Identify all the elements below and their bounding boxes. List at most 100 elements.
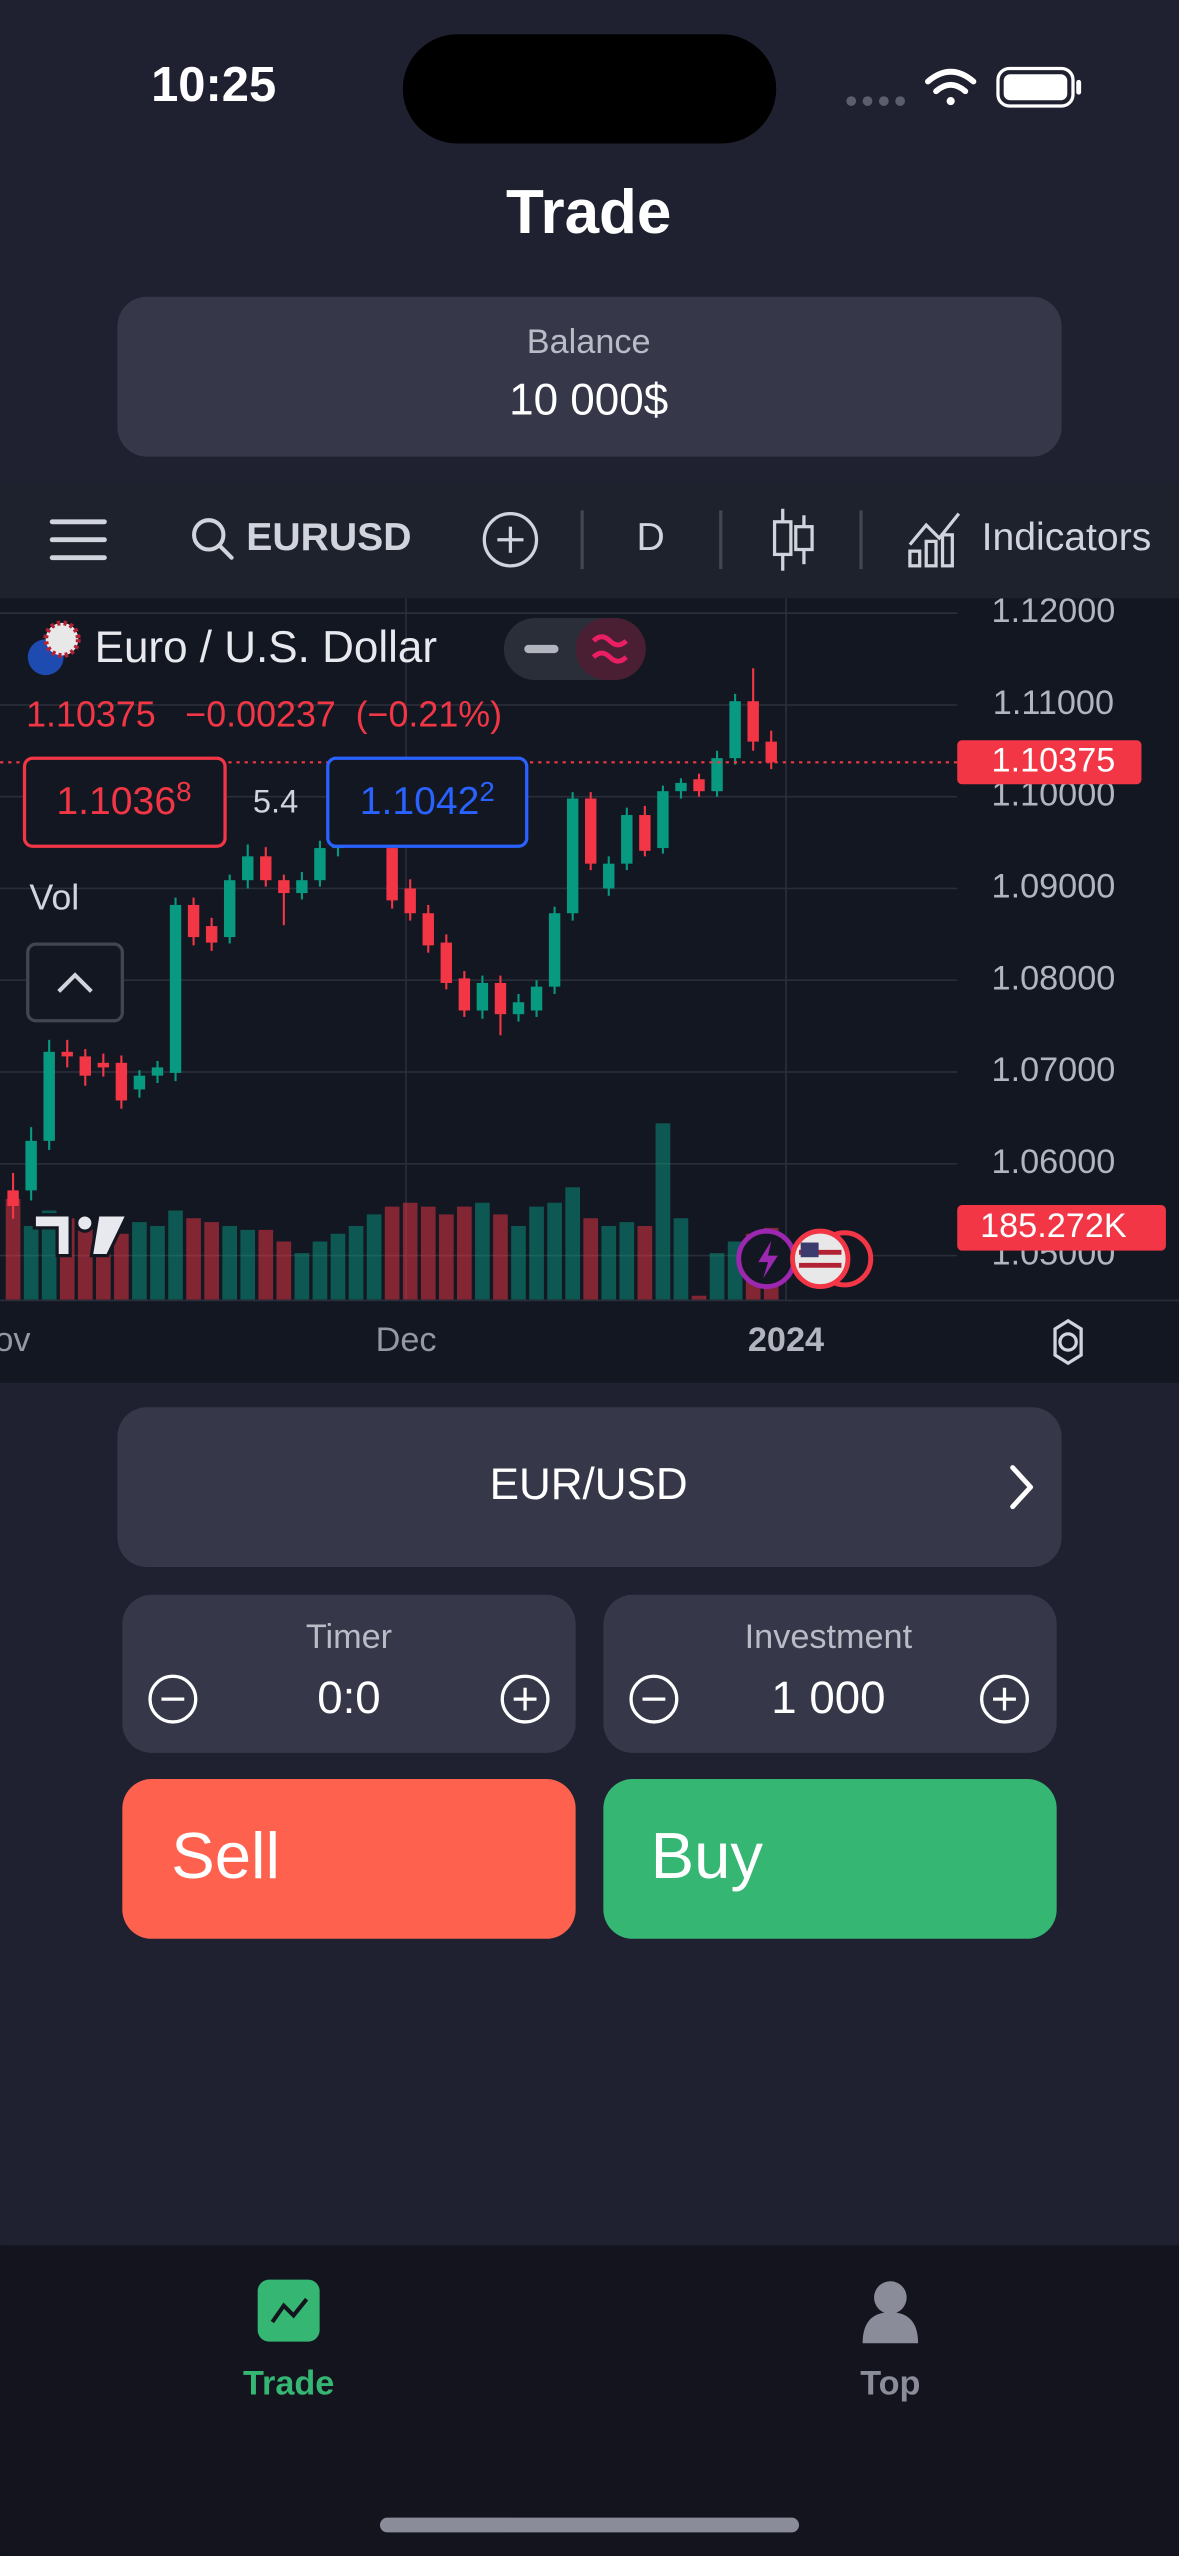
pair-selector[interactable] — [117, 1407, 1062, 1568]
buy-price-box[interactable]: 1.10422 — [326, 756, 529, 848]
candle-body — [25, 1140, 37, 1191]
last-price-tag — [957, 740, 1142, 785]
menu-button[interactable] — [49, 519, 107, 561]
volume-bar — [438, 1214, 454, 1300]
buy-label: Buy — [651, 1819, 764, 1892]
volume-bar — [312, 1241, 328, 1300]
volume-bar — [23, 1226, 39, 1300]
investment-increase[interactable] — [980, 1674, 1029, 1724]
candle-body — [169, 904, 182, 1073]
buy-price: 1.10422 — [360, 776, 495, 823]
candle-body — [711, 758, 723, 792]
candle-body — [675, 782, 687, 792]
candle-body — [278, 880, 290, 894]
buy-price-pip: 2 — [479, 776, 494, 807]
buy-button[interactable]: Buy — [603, 1779, 1057, 1939]
sell-price: 1.10368 — [56, 776, 191, 823]
candle-body — [512, 1002, 525, 1015]
status-time: 10:25 — [151, 58, 276, 112]
volume-bar — [77, 1226, 93, 1300]
tab-bar — [0, 2245, 1179, 2556]
top-tab-label: Top — [860, 2365, 920, 2403]
timer-decrease[interactable] — [148, 1674, 198, 1724]
volume-bar — [168, 1210, 183, 1300]
y-tick-label: 1.11000 — [993, 684, 1114, 722]
timer-increase[interactable] — [500, 1674, 550, 1724]
candle-body — [61, 1051, 73, 1057]
volume-bar — [258, 1229, 274, 1300]
candle-body — [621, 815, 633, 864]
page-title: Trade — [506, 178, 671, 247]
volume-bar — [511, 1226, 526, 1300]
candle-body — [242, 856, 254, 881]
candle-body — [223, 880, 236, 938]
series — [0, 668, 958, 1300]
y-tick-label: 1.12000 — [992, 592, 1116, 630]
candle-body — [404, 888, 416, 914]
candle-body — [7, 1190, 19, 1206]
indicators-button[interactable]: Indicators — [982, 516, 1152, 559]
y-tick-label: 1.07000 — [992, 1051, 1116, 1089]
volume-bar — [366, 1214, 382, 1300]
candle-body — [530, 986, 543, 1011]
volume-bar — [384, 1206, 400, 1300]
indicators-icon[interactable] — [908, 512, 961, 568]
search-icon[interactable] — [192, 518, 234, 560]
candle-body — [205, 926, 218, 943]
battery-icon — [996, 66, 1082, 108]
candle-body — [151, 1067, 164, 1076]
interval[interactable]: D — [637, 516, 665, 559]
volume-bar — [186, 1218, 201, 1300]
volume-bar — [330, 1233, 346, 1300]
volume-bar — [619, 1222, 635, 1300]
event-icons[interactable] — [736, 1228, 874, 1290]
timer-card — [122, 1594, 576, 1753]
x-tick-label: 2024 — [748, 1321, 824, 1359]
sell-price-box[interactable]: 1.10368 — [22, 756, 227, 848]
top-tab[interactable]: Top — [860, 2281, 920, 2403]
timer-value: 0:0 — [317, 1672, 380, 1723]
buy-price-main: 1.1042 — [360, 780, 480, 823]
chart-symbol-title: Euro / U.S. Dollar — [95, 623, 437, 672]
y-tick-label: 1.08000 — [992, 959, 1116, 997]
volume-bar — [132, 1222, 147, 1300]
collapse-button[interactable] — [26, 942, 124, 1023]
candle-body — [422, 913, 434, 946]
symbol[interactable]: EURUSD — [246, 516, 411, 559]
candle-body — [43, 1051, 55, 1141]
chart-settings-button[interactable] — [1053, 1318, 1083, 1366]
volume-bar — [294, 1253, 310, 1300]
trade-tab[interactable]: Trade — [243, 2279, 334, 2403]
chart-style-button[interactable] — [772, 508, 814, 571]
signal-dots — [846, 96, 906, 106]
x-tick-label: Dec — [376, 1321, 437, 1359]
add-symbol-button[interactable] — [482, 512, 539, 568]
candle-body — [440, 942, 453, 983]
volume-bar — [204, 1222, 219, 1300]
investment-decrease[interactable] — [629, 1674, 679, 1724]
volume-bar — [637, 1226, 653, 1300]
volume-bar — [547, 1202, 562, 1300]
quote-line: 1.10375 −0.00237 (−0.21%) — [26, 695, 502, 735]
candle-body — [548, 913, 561, 987]
candle-body — [747, 701, 759, 742]
sell-label: Sell — [171, 1819, 280, 1892]
candle-body — [133, 1075, 146, 1090]
chart-area — [0, 598, 1179, 1300]
display-toggle[interactable] — [503, 618, 646, 680]
candle-body — [260, 856, 272, 881]
balance-card — [117, 296, 1062, 457]
y-tick-label: 1.09000 — [992, 867, 1116, 905]
candle-body — [187, 904, 200, 938]
candle-body — [729, 701, 741, 759]
symbol-flags — [27, 620, 81, 676]
candle-body — [494, 982, 507, 1015]
volume-bar — [493, 1214, 508, 1300]
volume-bar — [276, 1241, 292, 1300]
candle-body — [584, 798, 597, 864]
pair-label: EUR/USD — [490, 1460, 688, 1509]
sell-button[interactable]: Sell — [122, 1779, 576, 1939]
investment-card — [603, 1594, 1057, 1753]
